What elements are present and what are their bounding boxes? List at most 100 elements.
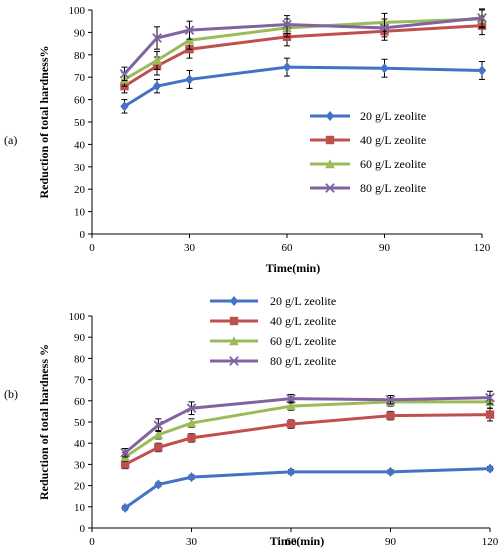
data-point xyxy=(119,69,130,79)
y-tick-label: 50 xyxy=(74,117,86,129)
y-tick-label: 80 xyxy=(74,353,86,365)
y-tick-label: 90 xyxy=(74,27,86,39)
x-tick-label: 90 xyxy=(379,242,391,254)
legend-marker xyxy=(229,356,239,366)
legend-marker xyxy=(325,111,335,121)
y-tick-label: 10 xyxy=(74,502,86,514)
data-point xyxy=(286,401,296,411)
data-point xyxy=(152,81,162,92)
data-point xyxy=(184,35,195,45)
y-tick-label: 70 xyxy=(74,375,86,387)
data-point xyxy=(286,419,296,429)
y-tick-label: 20 xyxy=(74,481,86,493)
series-4 xyxy=(119,8,487,82)
y-tick-label: 60 xyxy=(74,95,86,107)
data-point xyxy=(154,443,163,452)
data-point xyxy=(282,19,292,30)
data-point xyxy=(187,433,196,443)
legend-item: 60 g/L zeolite xyxy=(310,157,426,171)
legend-marker xyxy=(325,183,335,193)
legend: 20 g/L zeolite 40 g/L zeolite 60 g/L zeoli… xyxy=(210,294,336,368)
data-point xyxy=(286,393,296,404)
legend-label: 40 g/L zeolite xyxy=(270,314,336,328)
data-point xyxy=(153,420,164,431)
series-line xyxy=(124,467,491,510)
y-tick-label: 0 xyxy=(80,229,86,241)
legend-label: 60 g/L zeolite xyxy=(270,334,336,348)
panel-label: (b) xyxy=(4,387,18,401)
series-1 xyxy=(120,463,495,513)
series-line xyxy=(123,24,483,88)
data-point xyxy=(152,33,162,43)
legend-marker xyxy=(229,336,239,346)
data-point xyxy=(186,403,197,414)
chart-panel-b: 0 10 20 30 40 50 60 70 80 90 100 0 30 60 90 120 Time(min… xyxy=(4,294,499,548)
legend-marker xyxy=(229,316,239,326)
legend-item: 40 g/L zeolite xyxy=(210,314,336,328)
x-tick-label: 30 xyxy=(184,242,196,254)
data-point xyxy=(386,411,395,420)
legend-item: 20 g/L zeolite xyxy=(210,294,336,308)
data-point xyxy=(485,410,495,419)
data-point xyxy=(477,65,487,76)
legend-label: 20 g/L zeolite xyxy=(360,109,426,123)
x-tick-label: 60 xyxy=(286,536,298,548)
y-tick-label: 100 xyxy=(69,5,86,17)
series-line xyxy=(123,17,483,81)
legend-label: 80 g/L zeolite xyxy=(360,181,426,195)
legend-label: 60 g/L zeolite xyxy=(360,157,426,171)
data-point xyxy=(385,394,396,405)
x-tick-label: 0 xyxy=(89,242,95,254)
x-tick-label: 30 xyxy=(186,536,198,548)
legend-marker xyxy=(229,296,239,306)
panel-label: (a) xyxy=(4,133,17,147)
y-tick-label: 90 xyxy=(74,332,86,344)
series-3 xyxy=(119,9,487,87)
series-4 xyxy=(120,390,495,458)
y-tick-label: 40 xyxy=(74,139,86,151)
data-point xyxy=(286,466,296,477)
legend-label: 20 g/L zeolite xyxy=(270,294,336,308)
y-tick-label: 0 xyxy=(80,523,86,535)
y-tick-label: 30 xyxy=(74,162,86,174)
y-tick-label: 100 xyxy=(69,311,86,323)
legend-item: 80 g/L zeolite xyxy=(210,354,336,368)
y-axis-label: Reduction of total hardness % xyxy=(37,344,51,500)
data-point xyxy=(152,55,162,65)
x-axis-label: Time(min) xyxy=(270,534,324,548)
y-tick-label: 40 xyxy=(74,438,86,450)
x-tick-label: 60 xyxy=(282,242,294,254)
legend: 20 g/L zeolite 40 g/L zeolite 60 g/L zeoli… xyxy=(310,109,426,195)
x-tick-label: 120 xyxy=(474,242,491,254)
data-point xyxy=(485,392,495,403)
data-point xyxy=(120,447,131,458)
y-tick-label: 10 xyxy=(74,207,86,219)
chart-panel-a: 0 10 20 30 40 50 60 70 80 90 100 0 30 60 90 120 Time(min… xyxy=(4,5,491,275)
series-line xyxy=(124,400,490,459)
data-point xyxy=(282,62,292,73)
series-line xyxy=(123,16,483,75)
legend-item: 60 g/L zeolite xyxy=(210,334,336,348)
x-axis-label: Time(min) xyxy=(266,261,320,275)
data-point xyxy=(186,418,197,428)
series-line xyxy=(124,413,491,466)
x-tick-label: 0 xyxy=(89,536,95,548)
y-tick-label: 80 xyxy=(74,50,86,62)
y-tick-label: 50 xyxy=(74,417,86,429)
legend-label: 80 g/L zeolite xyxy=(270,354,336,368)
data-point xyxy=(386,466,395,477)
x-tick-label: 120 xyxy=(482,536,499,548)
data-point xyxy=(120,502,130,513)
data-point xyxy=(380,63,389,74)
legend-item: 20 g/L zeolite xyxy=(310,109,426,123)
series-line xyxy=(123,65,483,108)
data-point xyxy=(379,23,390,33)
legend-item: 80 g/L zeolite xyxy=(310,181,426,195)
data-point xyxy=(120,101,129,112)
series-1 xyxy=(120,57,487,114)
legend-item: 40 g/L zeolite xyxy=(310,133,426,147)
series-3 xyxy=(120,395,495,462)
data-point xyxy=(185,74,194,85)
y-tick-label: 20 xyxy=(74,184,86,196)
